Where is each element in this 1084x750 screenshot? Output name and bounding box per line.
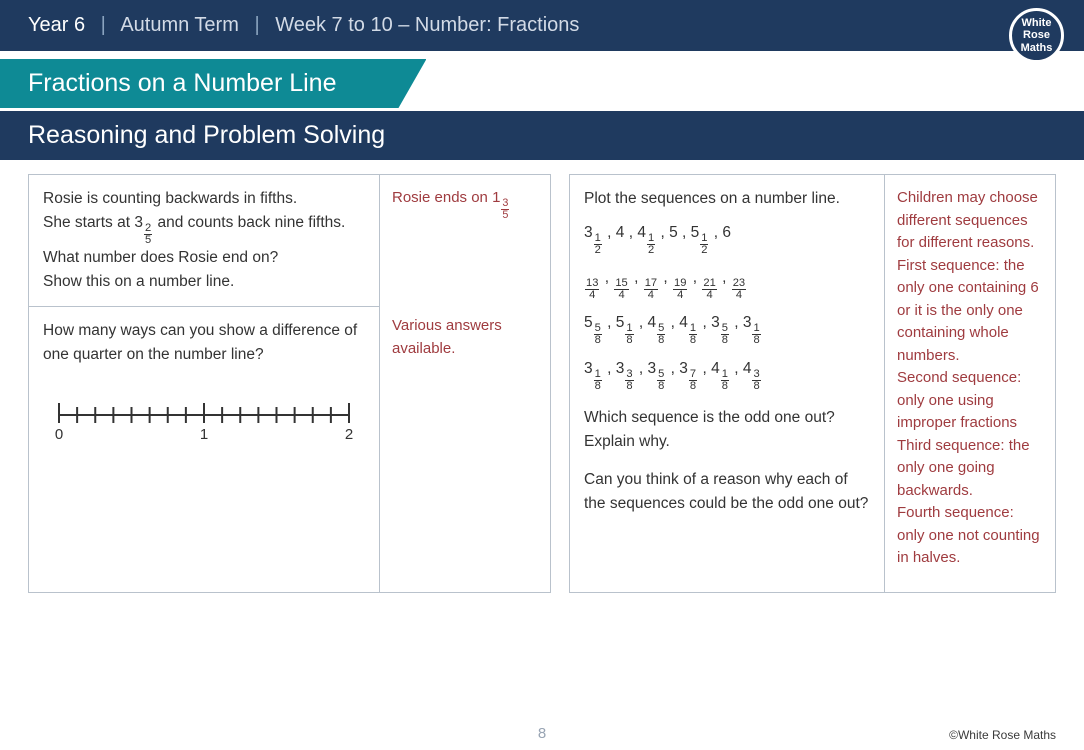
svg-text:1: 1 — [200, 426, 208, 440]
q1-line4: Show this on a number line. — [43, 270, 365, 294]
seq-q1: Which sequence is the odd one out? — [584, 406, 870, 430]
sequence-4: 318 , 338 , 358 , 378 , 418 , 438 — [584, 357, 870, 392]
svg-text:0: 0 — [55, 426, 63, 440]
question-1: Rosie is counting backwards in fifths. S… — [29, 175, 379, 306]
question-2: How many ways can you show a difference … — [29, 306, 379, 536]
topic-banner: Fractions on a Number Line — [0, 51, 1084, 111]
seq-intro: Plot the sequences on a number line. — [584, 187, 870, 211]
year-label: Year 6 — [28, 14, 85, 36]
number-line: 0 1 2 — [49, 385, 359, 448]
right-questions: Plot the sequences on a number line. 312… — [570, 175, 885, 592]
separator: | — [254, 14, 259, 36]
page-number: 8 — [538, 725, 546, 742]
answer-sequences: Children may choose different sequences … — [897, 187, 1043, 580]
copyright: ©White Rose Maths — [949, 728, 1056, 742]
term-label: Autumn Term — [120, 14, 239, 36]
answer-1: Rosie ends on 135 — [392, 187, 538, 315]
q2-text: How many ways can you show a difference … — [43, 319, 365, 367]
page-header: Year 6 | Autumn Term | Week 7 to 10 – Nu… — [0, 0, 1084, 51]
topic-title: Fractions on a Number Line — [0, 59, 426, 108]
right-answer: Children may choose different sequences … — [885, 175, 1055, 592]
content-area: Rosie is counting backwards in fifths. S… — [0, 160, 1084, 593]
q1-line2: She starts at 325 and counts back nine f… — [43, 211, 365, 246]
seq-q1b: Explain why. — [584, 430, 870, 454]
left-panel: Rosie is counting backwards in fifths. S… — [28, 174, 551, 593]
q1-line3: What number does Rosie end on? — [43, 246, 365, 270]
week-label: Week 7 to 10 – Number: Fractions — [275, 14, 579, 36]
left-questions: Rosie is counting backwards in fifths. S… — [29, 175, 380, 592]
svg-text:2: 2 — [345, 426, 353, 440]
seq-q2: Can you think of a reason why each of th… — [584, 468, 870, 516]
sequence-3: 558 , 518 , 458 , 418 , 358 , 318 — [584, 311, 870, 346]
section-title: Reasoning and Problem Solving — [0, 111, 1084, 160]
fraction: 35 — [501, 198, 509, 221]
sequence-2: 134 , 154 , 174 , 194 , 214 , 234 — [584, 266, 870, 301]
fraction: 25 — [144, 223, 152, 246]
answer-2: Various answers available. — [392, 315, 538, 370]
q1-line1: Rosie is counting backwards in fifths. — [43, 187, 365, 211]
question-sequences: Plot the sequences on a number line. 312… — [570, 175, 884, 528]
sequence-1: 312 , 4 , 412 , 5 , 512 , 6 — [584, 221, 870, 256]
left-answers: Rosie ends on 135 Various answers availa… — [380, 175, 550, 592]
right-panel: Plot the sequences on a number line. 312… — [569, 174, 1056, 593]
separator: | — [101, 14, 106, 36]
